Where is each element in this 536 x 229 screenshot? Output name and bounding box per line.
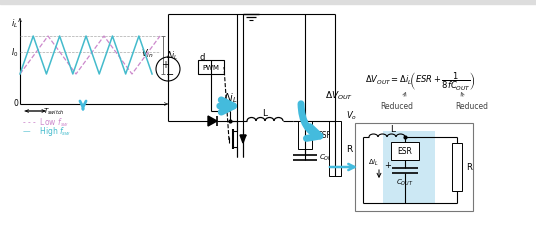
Text: L: L (263, 109, 267, 118)
Bar (355, 123, 473, 211)
Text: PWM: PWM (203, 65, 220, 71)
Text: 0: 0 (13, 99, 18, 108)
Text: $C_{OUT}$: $C_{OUT}$ (396, 177, 414, 187)
Text: R: R (466, 163, 472, 172)
Bar (383, 131, 435, 203)
Text: $i_L$: $i_L$ (11, 18, 19, 30)
Text: $\Delta i_L$: $\Delta i_L$ (222, 91, 237, 104)
Text: $V_o$: $V_o$ (346, 109, 357, 122)
Text: ESR: ESR (317, 131, 332, 140)
Bar (298, 121, 312, 149)
Text: −: − (166, 70, 174, 80)
Bar (198, 61, 224, 75)
Text: $C_{OUT}$: $C_{OUT}$ (319, 152, 337, 162)
Text: $\Delta i_L$: $\Delta i_L$ (368, 157, 379, 167)
Text: Reduced: Reduced (456, 102, 488, 111)
Polygon shape (240, 135, 246, 143)
Text: $\Delta i_L$: $\Delta i_L$ (166, 49, 178, 62)
Text: $T_{switch}$: $T_{switch}$ (43, 106, 65, 117)
Bar (329, 121, 341, 176)
Text: +: + (161, 60, 169, 70)
Bar (391, 142, 419, 160)
Text: R: R (346, 144, 352, 153)
Text: $I_0$: $I_0$ (11, 46, 19, 59)
Polygon shape (208, 117, 217, 126)
Bar (452, 143, 462, 191)
Text: $\Delta V_{OUT} = \Delta i_L\!\left(ESR + \dfrac{1}{8fC_{OUT}}\right)$: $\Delta V_{OUT} = \Delta i_L\!\left(ESR … (365, 71, 475, 93)
Bar (0, 0, 536, 5)
Text: L: L (391, 125, 396, 134)
Text: $V_{in}$: $V_{in}$ (142, 48, 154, 60)
Text: Reduced: Reduced (381, 102, 413, 111)
Text: —    High $f_{sw}$: — High $f_{sw}$ (22, 125, 71, 138)
Text: +: + (384, 161, 391, 170)
Text: $\Delta V_{OUT}$: $\Delta V_{OUT}$ (325, 89, 353, 102)
Text: ESR: ESR (398, 147, 412, 156)
Text: - - -  Low $f_{sw}$: - - - Low $f_{sw}$ (22, 116, 69, 129)
Text: d: d (199, 52, 205, 61)
